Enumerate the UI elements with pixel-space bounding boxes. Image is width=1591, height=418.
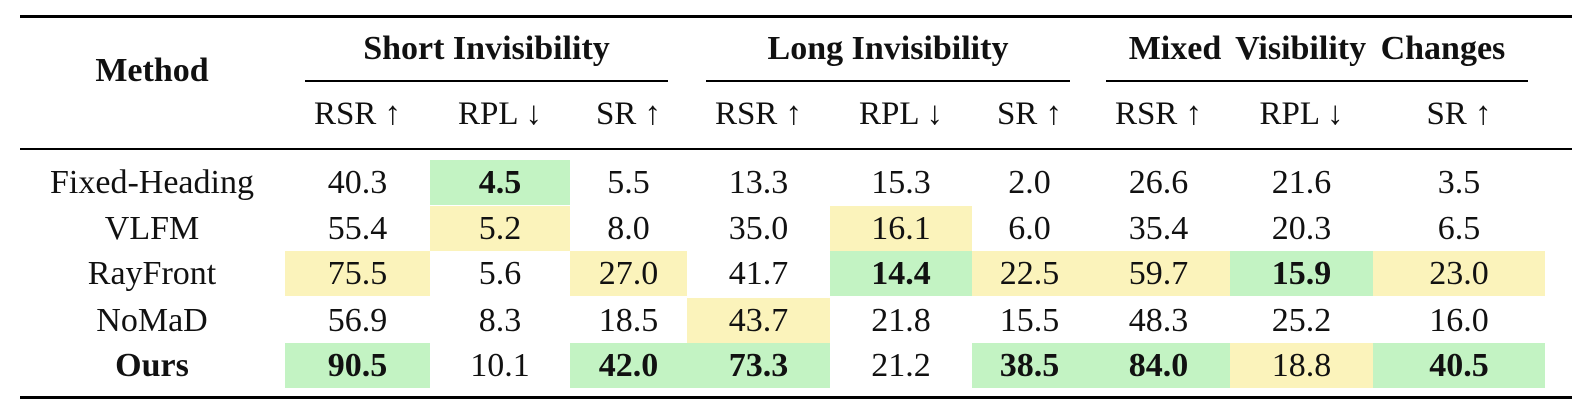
table-cell: 8.3	[478, 301, 522, 339]
table-cell: 18.5	[598, 301, 659, 339]
table-cell: 90.5	[285, 343, 430, 388]
metric-header: RPL ↓	[457, 96, 543, 132]
group-rule-short	[305, 80, 668, 82]
table-cell: 84.0	[1087, 343, 1230, 388]
group-header-long: Long Invisibility	[767, 30, 1009, 67]
table-cell: 5.5	[607, 163, 650, 201]
metric-header: SR ↑	[595, 96, 662, 132]
table-cell: 75.5	[285, 251, 430, 296]
method-name: VLFM	[104, 209, 200, 247]
table-cell: 15.5	[999, 301, 1060, 339]
method-name: RayFront	[87, 254, 217, 292]
table-cell: 21.6	[1271, 163, 1332, 201]
table-cell: 40.3	[327, 163, 388, 201]
table-cell: 43.7	[687, 298, 830, 343]
method-header: Method	[95, 52, 209, 89]
group-header-short: Short Invisibility	[363, 30, 610, 67]
group-rule-mixed	[1106, 80, 1528, 82]
table-cell: 6.0	[1008, 209, 1051, 247]
bottom-rule	[20, 396, 1572, 399]
table-cell: 59.7	[1087, 251, 1230, 296]
table-cell: 3.5	[1437, 163, 1481, 201]
metric-header: RSR ↑	[714, 96, 803, 132]
group-rule-long	[706, 80, 1070, 82]
table-cell: 21.8	[871, 301, 931, 339]
table-cell: 8.0	[607, 209, 650, 247]
table-cell: 18.8	[1230, 343, 1373, 388]
table-cell: 38.5	[972, 343, 1087, 388]
group-header-mixed: Mixed Visibility Changes	[1128, 30, 1506, 67]
table-cell: 22.5	[972, 251, 1087, 296]
method-name: Fixed-Heading	[50, 163, 254, 201]
table-cell: 35.0	[728, 209, 789, 247]
table-cell: 16.1	[830, 206, 972, 251]
table-cell: 10.1	[470, 346, 530, 384]
table-cell: 41.7	[728, 254, 789, 292]
table-cell: 40.5	[1373, 343, 1545, 388]
metric-header: RSR ↑	[1114, 96, 1203, 132]
table-cell: 15.9	[1230, 251, 1373, 296]
header-rule	[20, 148, 1572, 150]
table-cell: 14.4	[830, 251, 972, 296]
table-cell: 42.0	[570, 343, 687, 388]
table-cell: 5.6	[478, 254, 522, 292]
table-cell: 48.3	[1128, 301, 1189, 339]
table-cell: 4.5	[430, 160, 570, 205]
metric-header: SR ↑	[1426, 96, 1492, 132]
metric-header: RPL ↓	[1259, 96, 1344, 132]
metric-header: RSR ↑	[313, 96, 402, 132]
table-cell: 16.0	[1429, 301, 1489, 339]
table-cell: 35.4	[1128, 209, 1189, 247]
table-cell: 55.4	[327, 209, 388, 247]
table-cell: 2.0	[1008, 163, 1051, 201]
table-cell: 13.3	[728, 163, 789, 201]
table-cell: 6.5	[1437, 209, 1481, 247]
table-cell: 20.3	[1271, 209, 1332, 247]
table-cell: 27.0	[570, 251, 687, 296]
top-rule	[20, 15, 1572, 18]
table-cell: 73.3	[687, 343, 830, 388]
table-cell: 56.9	[327, 301, 388, 339]
table-cell: 25.2	[1271, 301, 1332, 339]
method-name: NoMaD	[96, 301, 208, 339]
table-cell: 5.2	[430, 206, 570, 251]
method-name: Ours	[115, 346, 189, 384]
table-cell: 26.6	[1128, 163, 1189, 201]
table-cell: 21.2	[871, 346, 931, 384]
table-cell: 15.3	[871, 163, 931, 201]
metric-header: SR ↑	[996, 96, 1063, 132]
metric-header: RPL ↓	[858, 96, 944, 132]
table-cell: 23.0	[1373, 251, 1545, 296]
